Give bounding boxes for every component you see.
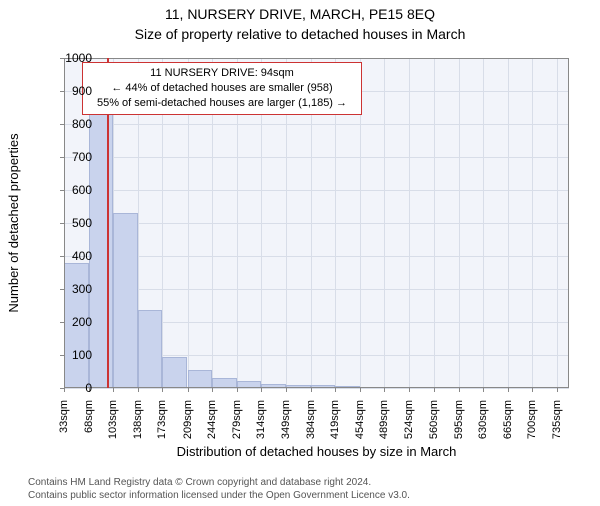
- x-tick-label: 419sqm: [329, 400, 341, 450]
- annotation-line-2: ← 44% of detached houses are smaller (95…: [89, 81, 355, 96]
- grid-line-vertical: [434, 58, 435, 388]
- x-tick-label: 595sqm: [453, 400, 465, 450]
- x-tick-label: 103sqm: [107, 400, 119, 450]
- x-tick-mark: [360, 388, 361, 392]
- chart-title-sub: Size of property relative to detached ho…: [0, 26, 600, 42]
- histogram-bar: [188, 370, 213, 388]
- footer-line-1: Contains HM Land Registry data © Crown c…: [28, 476, 410, 489]
- y-tick-label: 800: [52, 117, 92, 131]
- x-tick-mark: [434, 388, 435, 392]
- x-tick-mark: [311, 388, 312, 392]
- x-tick-mark: [483, 388, 484, 392]
- grid-line-vertical: [409, 58, 410, 388]
- x-tick-mark: [261, 388, 262, 392]
- x-tick-label: 630sqm: [477, 400, 489, 450]
- x-tick-label: 665sqm: [502, 400, 514, 450]
- x-tick-mark: [532, 388, 533, 392]
- grid-line-vertical: [459, 58, 460, 388]
- grid-line-vertical: [532, 58, 533, 388]
- plot-background: 11 NURSERY DRIVE: 94sqm← 44% of detached…: [64, 58, 569, 388]
- x-tick-mark: [138, 388, 139, 392]
- grid-line-vertical: [384, 58, 385, 388]
- grid-line-vertical: [508, 58, 509, 388]
- histogram-bar: [89, 114, 114, 388]
- x-tick-label: 279sqm: [231, 400, 243, 450]
- histogram-bar: [138, 310, 163, 388]
- right-axis-line: [568, 58, 569, 388]
- y-axis-label: Number of detached properties: [6, 58, 24, 388]
- y-tick-label: 0: [52, 381, 92, 395]
- x-tick-mark: [162, 388, 163, 392]
- y-tick-label: 600: [52, 183, 92, 197]
- x-tick-mark: [508, 388, 509, 392]
- histogram-bar: [162, 357, 187, 388]
- y-tick-label: 500: [52, 216, 92, 230]
- x-tick-mark: [335, 388, 336, 392]
- y-tick-label: 900: [52, 84, 92, 98]
- x-tick-mark: [237, 388, 238, 392]
- annotation-line-1: 11 NURSERY DRIVE: 94sqm: [89, 66, 355, 81]
- grid-line-horizontal: [64, 256, 569, 257]
- x-tick-mark: [384, 388, 385, 392]
- y-tick-label: 200: [52, 315, 92, 329]
- x-tick-label: 68sqm: [83, 400, 95, 450]
- grid-line-horizontal: [64, 157, 569, 158]
- y-tick-label: 400: [52, 249, 92, 263]
- attribution-footer: Contains HM Land Registry data © Crown c…: [28, 476, 410, 502]
- grid-line-horizontal: [64, 388, 569, 389]
- top-axis-line: [64, 58, 569, 59]
- plot-area: 11 NURSERY DRIVE: 94sqm← 44% of detached…: [64, 58, 569, 388]
- x-tick-label: 173sqm: [156, 400, 168, 450]
- x-tick-mark: [212, 388, 213, 392]
- y-tick-label: 1000: [52, 51, 92, 65]
- x-tick-mark: [459, 388, 460, 392]
- footer-line-2: Contains public sector information licen…: [28, 489, 410, 502]
- x-tick-label: 524sqm: [403, 400, 415, 450]
- x-tick-mark: [188, 388, 189, 392]
- grid-line-horizontal: [64, 124, 569, 125]
- x-tick-mark: [409, 388, 410, 392]
- chart-container: 11, NURSERY DRIVE, MARCH, PE15 8EQ Size …: [0, 6, 600, 506]
- x-tick-label: 138sqm: [132, 400, 144, 450]
- x-tick-label: 209sqm: [182, 400, 194, 450]
- grid-line-horizontal: [64, 223, 569, 224]
- grid-line-horizontal: [64, 190, 569, 191]
- x-tick-label: 489sqm: [378, 400, 390, 450]
- grid-line-vertical: [557, 58, 558, 388]
- x-tick-label: 454sqm: [354, 400, 366, 450]
- x-tick-label: 700sqm: [526, 400, 538, 450]
- x-tick-mark: [557, 388, 558, 392]
- histogram-bar: [113, 213, 138, 388]
- y-tick-label: 300: [52, 282, 92, 296]
- y-tick-label: 700: [52, 150, 92, 164]
- grid-line-vertical: [483, 58, 484, 388]
- annotation-line-3: 55% of semi-detached houses are larger (…: [89, 96, 355, 111]
- grid-line-horizontal: [64, 289, 569, 290]
- x-tick-mark: [286, 388, 287, 392]
- annotation-box: 11 NURSERY DRIVE: 94sqm← 44% of detached…: [82, 62, 362, 115]
- x-tick-label: 384sqm: [305, 400, 317, 450]
- y-tick-label: 100: [52, 348, 92, 362]
- x-tick-label: 349sqm: [280, 400, 292, 450]
- x-tick-label: 33sqm: [58, 400, 70, 450]
- chart-title-main: 11, NURSERY DRIVE, MARCH, PE15 8EQ: [0, 6, 600, 22]
- x-tick-label: 244sqm: [206, 400, 218, 450]
- x-axis-line: [64, 387, 569, 388]
- x-tick-mark: [113, 388, 114, 392]
- x-tick-label: 314sqm: [255, 400, 267, 450]
- x-tick-label: 735sqm: [551, 400, 563, 450]
- x-tick-label: 560sqm: [428, 400, 440, 450]
